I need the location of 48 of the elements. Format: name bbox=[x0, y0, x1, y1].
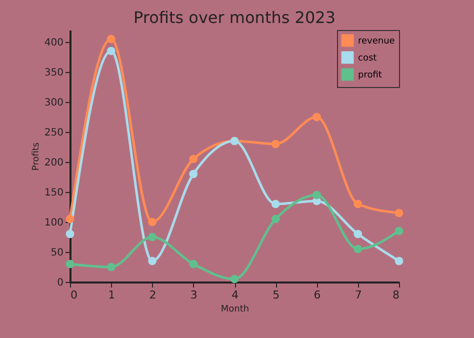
y-tick-label: 300 bbox=[44, 98, 64, 108]
y-tick-label: 250 bbox=[44, 128, 64, 138]
point bbox=[394, 226, 404, 236]
x-tick-label: 3 bbox=[190, 288, 198, 302]
point bbox=[394, 256, 404, 266]
y-tick-label: 200 bbox=[44, 158, 64, 168]
x-tick-label: 1 bbox=[108, 288, 116, 302]
x-tick-label: 4 bbox=[232, 288, 238, 302]
x-tick-label: 0 bbox=[70, 288, 78, 302]
x-tick-label: 5 bbox=[272, 288, 280, 302]
legend-label: cost bbox=[358, 54, 378, 64]
y-tick-label: 400 bbox=[44, 38, 64, 48]
y-tick-label: 150 bbox=[44, 188, 64, 198]
point bbox=[148, 218, 156, 226]
legend-label: profit bbox=[358, 70, 382, 80]
point bbox=[66, 214, 74, 224]
point bbox=[271, 214, 280, 224]
point bbox=[189, 170, 198, 178]
point bbox=[189, 260, 198, 268]
chart-title: Profits over months 2023 bbox=[134, 8, 336, 27]
y-tick-label: 350 bbox=[44, 68, 64, 78]
point bbox=[354, 230, 362, 238]
x-tick-label: 7 bbox=[354, 288, 362, 302]
x-tick-label: 6 bbox=[314, 288, 321, 302]
point bbox=[106, 34, 116, 44]
legend-label: revenue bbox=[358, 36, 396, 46]
x-tick-label: 8 bbox=[392, 288, 400, 302]
point bbox=[106, 262, 116, 272]
x-tick-label: 2 bbox=[149, 288, 156, 302]
y-tick-label: 100 bbox=[44, 218, 64, 228]
x-axis-title: Month bbox=[220, 304, 250, 314]
point bbox=[66, 260, 74, 268]
point bbox=[394, 208, 404, 218]
point bbox=[271, 140, 280, 148]
point bbox=[354, 200, 362, 208]
point bbox=[230, 274, 239, 284]
y-tick-label: 0 bbox=[57, 278, 64, 288]
point bbox=[148, 256, 156, 266]
point bbox=[354, 244, 362, 254]
point bbox=[312, 112, 321, 122]
point bbox=[271, 200, 280, 208]
y-axis-title: Profits bbox=[31, 142, 42, 171]
point bbox=[66, 230, 74, 238]
point bbox=[312, 190, 321, 200]
y-tick-label: 50 bbox=[50, 248, 64, 258]
point bbox=[189, 154, 198, 164]
point bbox=[148, 232, 156, 242]
point bbox=[106, 46, 116, 56]
